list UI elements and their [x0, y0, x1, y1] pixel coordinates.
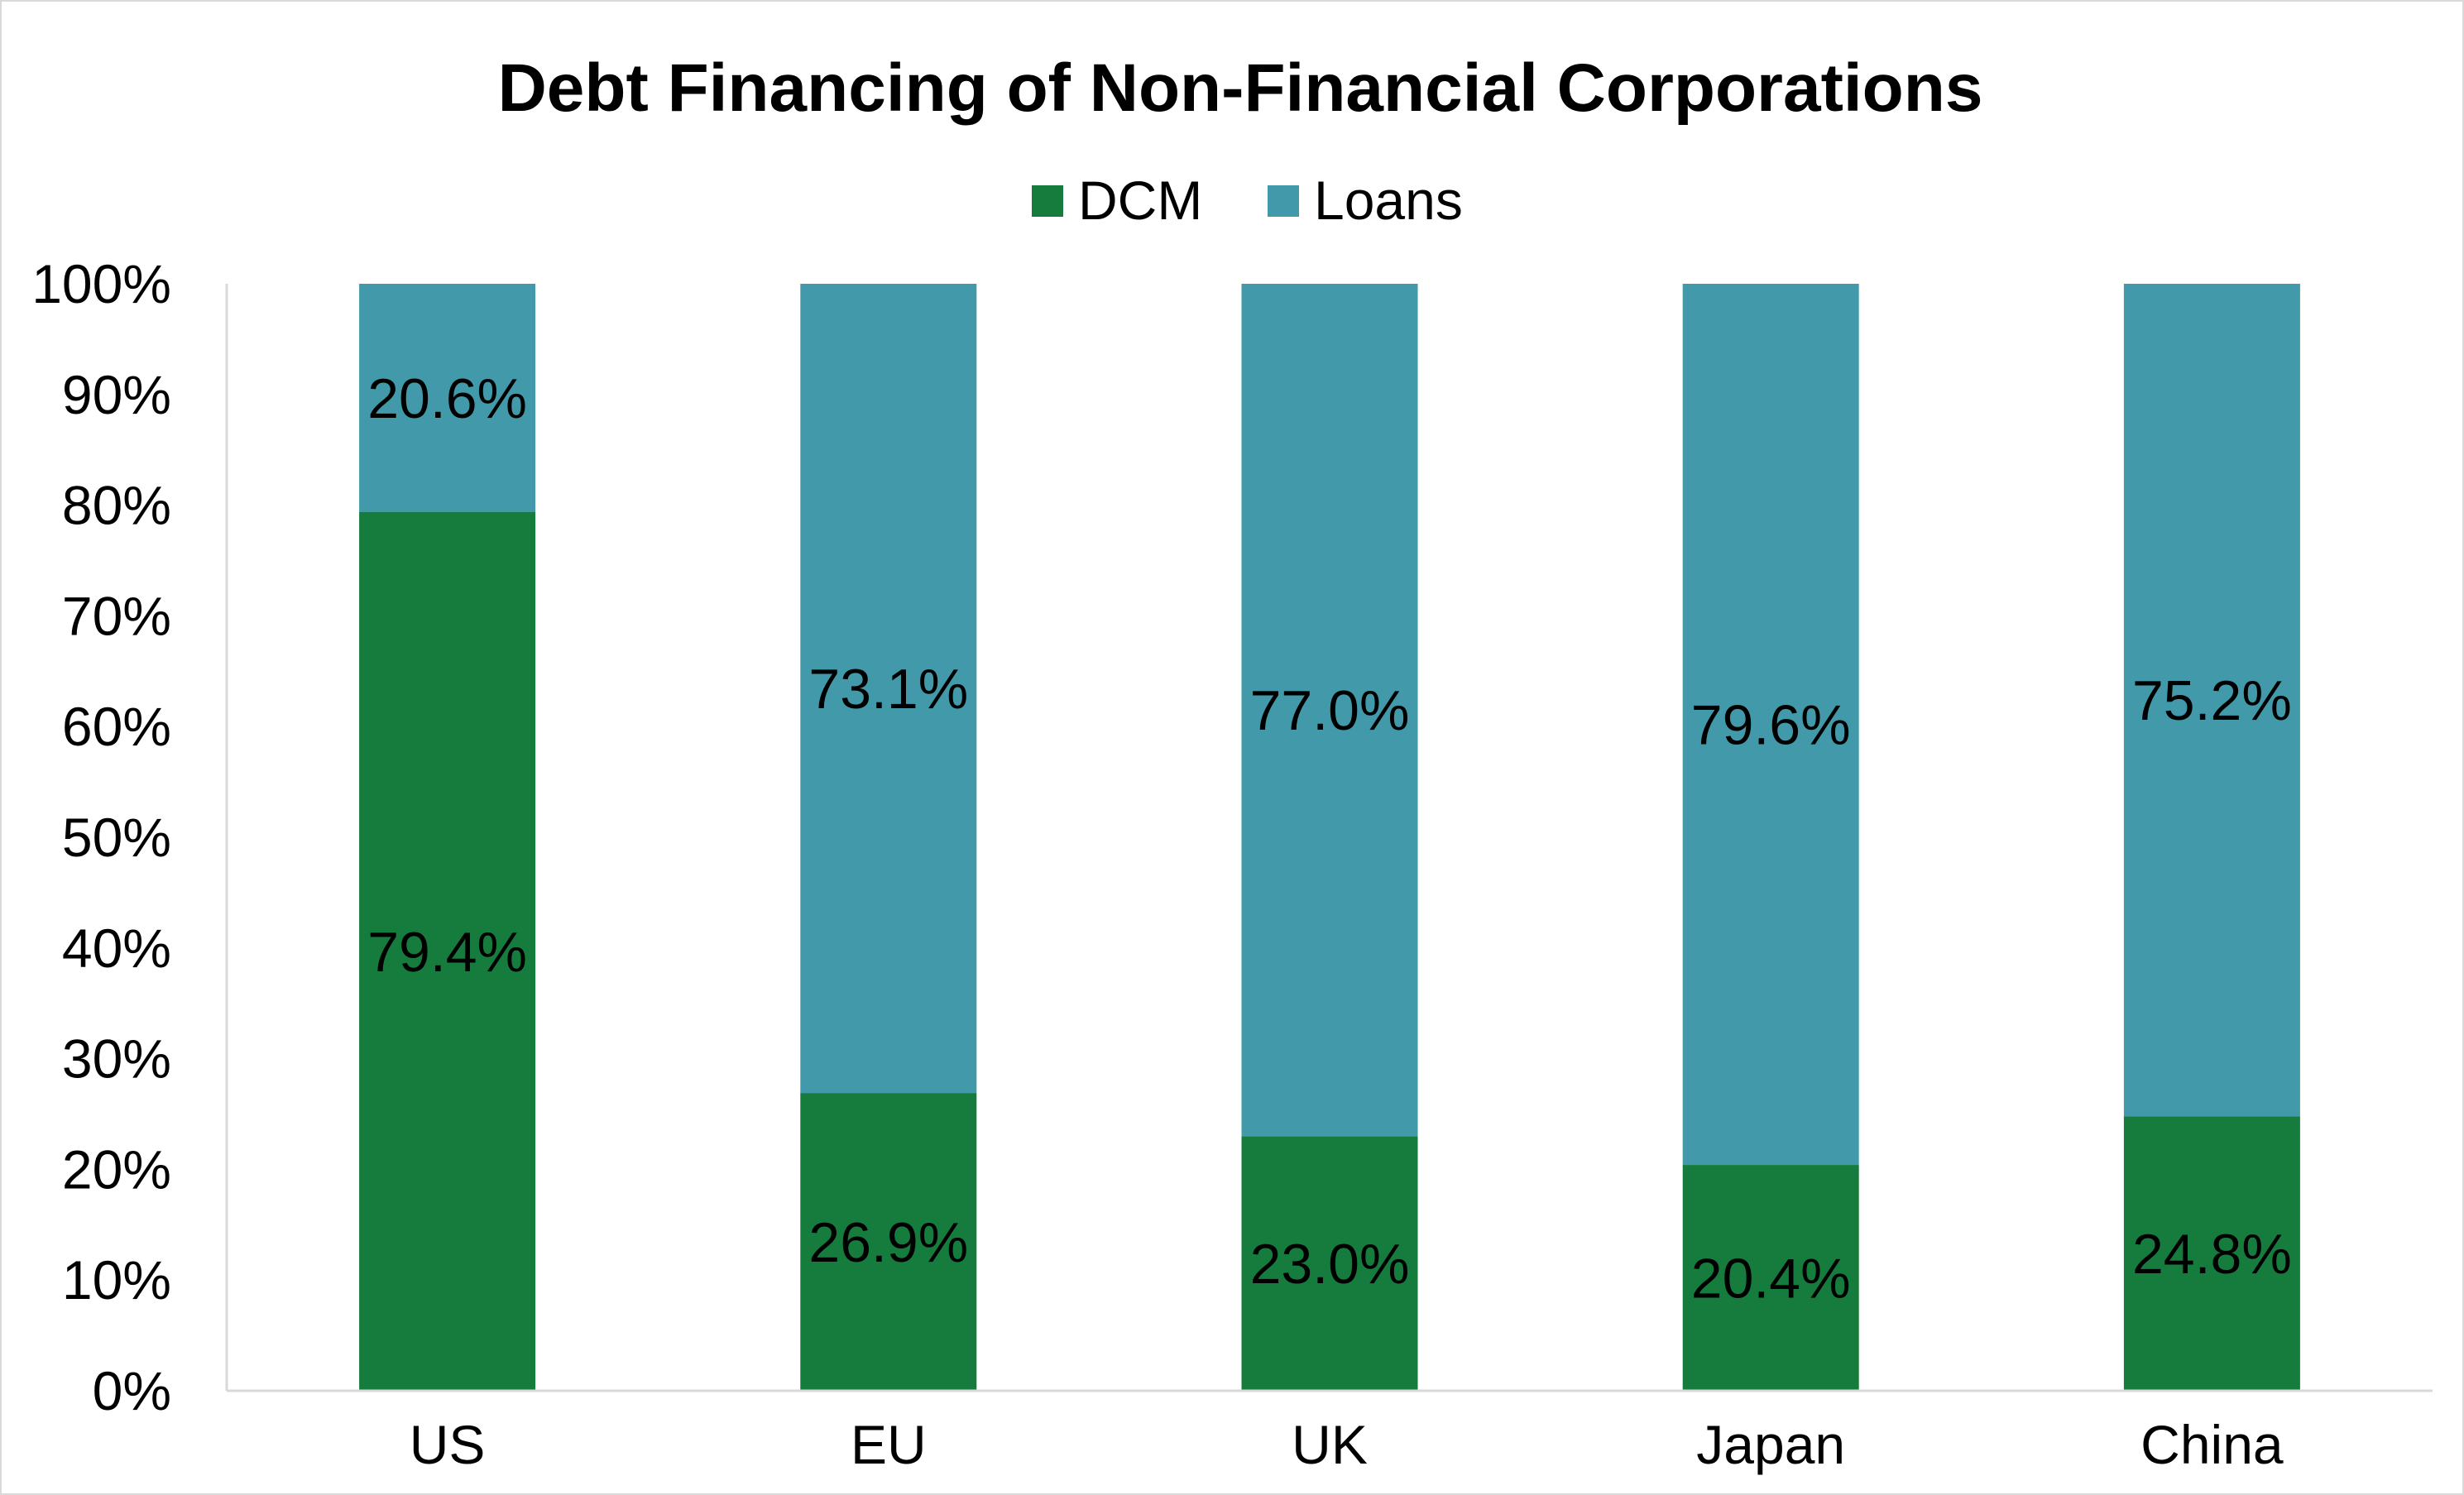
y-tick-label: 80% [62, 475, 171, 536]
y-tick-label: 60% [62, 696, 171, 757]
data-label: 79.4% [367, 921, 527, 984]
y-tick-label: 20% [62, 1138, 171, 1200]
data-label: 73.1% [808, 658, 968, 721]
chart-title: Debt Financing of Non-Financial Corporat… [498, 50, 1983, 126]
data-label: 77.0% [1250, 679, 1410, 742]
y-tick-label: 100% [31, 253, 171, 314]
x-tick-label: EU [851, 1414, 927, 1475]
x-axis: US EU UK Japan China [227, 1389, 2433, 1475]
data-label: 75.2% [2132, 669, 2292, 732]
data-label: 20.4% [1691, 1248, 1851, 1311]
data-label: 24.8% [2132, 1223, 2292, 1286]
y-tick-label: 30% [62, 1028, 171, 1090]
bar-loans-japan [1682, 284, 1859, 1166]
bar-dcm-china [2123, 1116, 2300, 1391]
y-tick-label: 10% [62, 1249, 171, 1311]
y-tick-label: 90% [62, 364, 171, 425]
data-label: 20.6% [367, 367, 527, 430]
legend-swatch-loans [1268, 185, 1299, 217]
x-tick-label: UK [1292, 1414, 1368, 1475]
bar-dcm-uk [1241, 1136, 1418, 1391]
legend: DCM Loans [1032, 170, 1463, 231]
bar-loans-china [2123, 284, 2300, 1117]
bar-dcm-eu [800, 1093, 977, 1391]
bar-loans-us [359, 284, 536, 512]
bars: 79.4% 20.6% 26.9% 73.1% 23.0% 77.0% 20.4% 79.6%… [359, 284, 2300, 1392]
bar-loans-eu [800, 284, 977, 1094]
y-axis: 0% 10% 20% 30% 40% 50% 60% 70% 80% 90% 100% [31, 253, 228, 1421]
data-label: 23.0% [1250, 1233, 1410, 1296]
legend-swatch-dcm [1032, 185, 1063, 217]
x-tick-label: China [2140, 1414, 2284, 1475]
y-tick-label: 70% [62, 585, 171, 646]
legend-label-dcm: DCM [1078, 170, 1202, 231]
x-tick-label: US [410, 1414, 486, 1475]
bar-dcm-us [359, 511, 536, 1392]
data-label: 79.6% [1691, 694, 1851, 757]
y-tick-label: 0% [93, 1360, 171, 1421]
x-tick-label: Japan [1696, 1414, 1845, 1475]
bar-dcm-japan [1682, 1165, 1859, 1391]
data-label: 26.9% [808, 1211, 968, 1274]
y-tick-label: 40% [62, 918, 171, 979]
legend-label-loans: Loans [1314, 170, 1463, 231]
bar-loans-uk [1241, 284, 1418, 1137]
y-tick-label: 50% [62, 807, 171, 868]
